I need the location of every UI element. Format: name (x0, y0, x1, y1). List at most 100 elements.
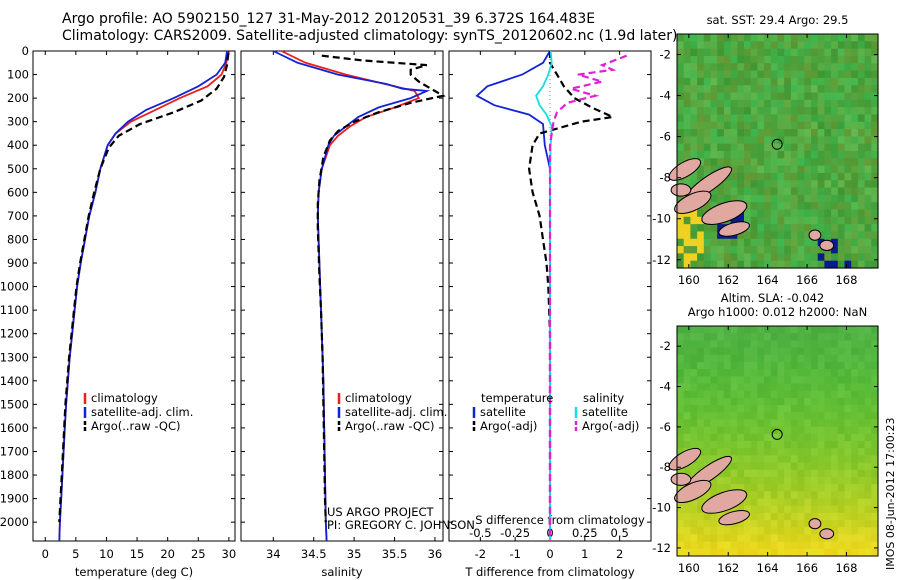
depth-ticklabel: 0 (22, 44, 29, 58)
sla-map-yticklabel: -2 (660, 339, 671, 353)
sst-map-yticklabel: -4 (660, 89, 671, 103)
depth-ticklabel: 200 (7, 91, 29, 105)
sst-map-yticklabel: -8 (660, 171, 671, 185)
sst-map-island (819, 239, 835, 252)
sla-map-argo-location-marker (771, 428, 783, 440)
salinity-ticklabel: 34 (266, 547, 281, 561)
sst-map-xticklabel: 166 (796, 273, 818, 287)
depth-ticklabel: 1300 (0, 350, 29, 364)
temperature-panel-frame (32, 50, 236, 542)
temperature-ticklabel: 10 (99, 547, 114, 561)
sst-map-argo-location-marker (771, 138, 783, 150)
sla-map-island (670, 472, 692, 486)
sla-map-yticklabel: -12 (652, 541, 671, 555)
sdiff-axis-label: S difference from climatology (475, 513, 645, 527)
temperature-profile-series-1 (58, 50, 228, 542)
sst-map-island (670, 183, 692, 197)
sla-map-xticklabel: 164 (757, 561, 779, 575)
depth-ticklabel: 100 (7, 68, 29, 82)
depth-ticklabel: 400 (7, 138, 29, 152)
salinity-profile-series-0 (281, 50, 421, 542)
depth-ticklabel: 800 (7, 232, 29, 246)
sla-map-island (718, 510, 750, 526)
difference-legend-s-label-1: Argo(-adj) (582, 419, 639, 433)
tdiff-ticklabel: 1 (581, 547, 588, 561)
salinity-ticklabel: 34.5 (301, 547, 327, 561)
depth-ticklabel: 1000 (0, 280, 29, 294)
sla-map-yticklabel: -6 (660, 420, 671, 434)
sst-map-yticklabel: -12 (652, 253, 671, 267)
temperature-ticklabel: 0 (42, 547, 49, 561)
sla-map-field (677, 326, 879, 557)
tdiff-ticklabel: -1 (509, 547, 520, 561)
tdiff-axis-label: T difference from climatology (464, 565, 635, 579)
sst-map-yticklabel: -10 (652, 212, 671, 226)
pi-annotation: PI: GREGORY C. JOHNSON (327, 518, 475, 532)
sst-map-xticklabel: 162 (717, 273, 739, 287)
depth-ticklabel: 1700 (0, 444, 29, 458)
salinity-profile-series-1 (272, 50, 431, 542)
sla-map-island (808, 518, 822, 530)
sla-map-title-line1: Altim. SLA: -0.042 (721, 291, 825, 305)
temperature-legend-label-2: Argo(..raw -QC) (91, 419, 181, 433)
sst-map-yticklabel: -2 (660, 48, 671, 62)
difference-profile-series-3 (548, 54, 627, 541)
temperature-profile-series-0 (58, 50, 229, 542)
sst-map-island (718, 221, 750, 237)
temperature-legend-label-1: satellite-adj. clim. (91, 405, 193, 419)
depth-ticklabel: 700 (7, 209, 29, 223)
sst-map-xticklabel: 160 (678, 273, 700, 287)
salinity-ticklabel: 35.5 (382, 547, 408, 561)
depth-ticklabel: 1600 (0, 421, 29, 435)
depth-ticklabel: 600 (7, 185, 29, 199)
figure-title-line2: Climatology: CARS2009. Satellite-adjuste… (62, 28, 678, 44)
sst-map-island (701, 200, 748, 225)
sla-map-title-line2: Argo h1000: 0.012 h2000: NaN (688, 305, 867, 319)
temperature-legend-label-0: climatology (91, 391, 158, 405)
difference-profile-series-1 (527, 51, 617, 541)
sdiff-ticklabel: 0.25 (572, 526, 598, 540)
sdiff-ticklabel: -0.5 (469, 526, 491, 540)
sst-map-xticklabel: 168 (835, 273, 857, 287)
temperature-ticklabel: 15 (130, 547, 145, 561)
sla-map-yticklabel: -8 (660, 460, 671, 474)
salinity-axis-label: salinity (321, 565, 362, 579)
tdiff-ticklabel: 2 (616, 547, 623, 561)
temperature-ticklabel: 5 (72, 547, 79, 561)
sla-map-island (674, 479, 712, 504)
salinity-ticklabel: 35 (347, 547, 362, 561)
sst-map-island (674, 190, 712, 214)
salinity-legend-label-2: Argo(..raw -QC) (345, 419, 435, 433)
difference-profile-series-2 (535, 50, 553, 541)
project-annotation: US ARGO PROJECT (327, 505, 435, 519)
tdiff-ticklabel: -2 (475, 547, 486, 561)
temperature-ticklabel: 30 (222, 547, 237, 561)
sst-map-field (677, 34, 879, 269)
sla-map-yticklabel: -10 (652, 501, 671, 515)
depth-ticklabel: 1200 (0, 327, 29, 341)
sla-map-island (819, 528, 835, 540)
salinity-legend-label-1: satellite-adj. clim. (345, 405, 447, 419)
depth-ticklabel: 1100 (0, 303, 29, 317)
difference-legend-t-label-1: Argo(-adj) (480, 419, 537, 433)
depth-ticklabel: 1900 (0, 492, 29, 506)
sla-map-xticklabel: 166 (796, 561, 818, 575)
tdiff-ticklabel: 0 (546, 547, 553, 561)
sla-map-island (701, 489, 748, 514)
sla-map-xticklabel: 162 (717, 561, 739, 575)
depth-ticklabel: 900 (7, 256, 29, 270)
figure-title-line1: Argo profile: AO 5902150_127 31-May-2012… (62, 11, 596, 27)
depth-ticklabel: 500 (7, 162, 29, 176)
sla-map-xticklabel: 168 (835, 561, 857, 575)
difference-legend-s-label-0: satellite (582, 405, 628, 419)
sla-map-yticklabel: -4 (660, 380, 671, 394)
depth-ticklabel: 1400 (0, 374, 29, 388)
difference-legend-t-label-0: satellite (480, 405, 526, 419)
sla-map-xticklabel: 160 (678, 561, 700, 575)
sst-map-xticklabel: 164 (757, 273, 779, 287)
salinity-ticklabel: 36 (428, 547, 443, 561)
sla-map-frame (676, 325, 879, 557)
imos-timestamp-label: IMOS 08-Jun-2012 17:00:23 (884, 417, 897, 570)
temperature-ticklabel: 20 (160, 547, 175, 561)
